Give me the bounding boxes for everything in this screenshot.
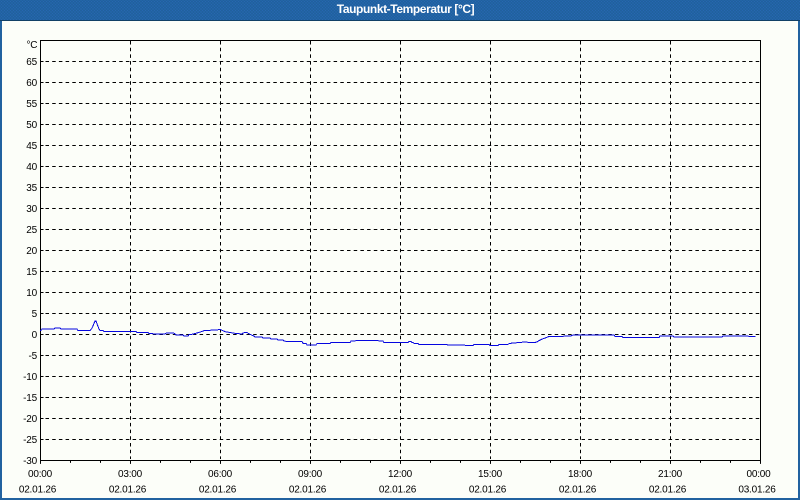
svg-text:15: 15 (26, 267, 37, 278)
svg-text:06:00: 06:00 (208, 469, 233, 480)
svg-text:-30: -30 (23, 456, 37, 467)
svg-text:02.01.26: 02.01.26 (649, 484, 687, 495)
svg-text:30: 30 (26, 204, 37, 215)
svg-text:10: 10 (26, 288, 37, 299)
svg-text:40: 40 (26, 162, 37, 173)
svg-text:60: 60 (26, 78, 37, 89)
svg-text:20: 20 (26, 246, 37, 257)
svg-text:35: 35 (26, 183, 37, 194)
svg-text:09:00: 09:00 (298, 469, 323, 480)
svg-text:5: 5 (32, 309, 38, 320)
svg-text:-5: -5 (29, 351, 38, 362)
svg-text:65: 65 (26, 57, 37, 68)
svg-text:55: 55 (26, 99, 37, 110)
svg-text:-15: -15 (23, 393, 37, 404)
svg-text:15:00: 15:00 (478, 469, 503, 480)
svg-text:03.01.26: 03.01.26 (738, 484, 776, 495)
svg-text:25: 25 (26, 225, 37, 236)
svg-text:0: 0 (32, 330, 38, 341)
svg-text:02.01.26: 02.01.26 (289, 484, 327, 495)
svg-text:-10: -10 (23, 372, 37, 383)
svg-text:21:00: 21:00 (658, 469, 683, 480)
svg-text:12:00: 12:00 (388, 469, 413, 480)
svg-text:02.01.26: 02.01.26 (469, 484, 507, 495)
svg-text:50: 50 (26, 120, 37, 131)
svg-text:-20: -20 (23, 414, 37, 425)
svg-text:02.01.26: 02.01.26 (559, 484, 597, 495)
svg-text:03:00: 03:00 (118, 469, 143, 480)
svg-text:18:00: 18:00 (568, 469, 593, 480)
svg-text:00:00: 00:00 (28, 469, 53, 480)
svg-text:02.01.26: 02.01.26 (19, 484, 57, 495)
svg-text:02.01.26: 02.01.26 (379, 484, 417, 495)
svg-text:45: 45 (26, 141, 37, 152)
svg-text:00:00: 00:00 (746, 469, 771, 480)
svg-text:-25: -25 (23, 435, 37, 446)
svg-text:02.01.26: 02.01.26 (109, 484, 147, 495)
svg-text:°C: °C (26, 40, 37, 51)
svg-text:02.01.26: 02.01.26 (199, 484, 237, 495)
